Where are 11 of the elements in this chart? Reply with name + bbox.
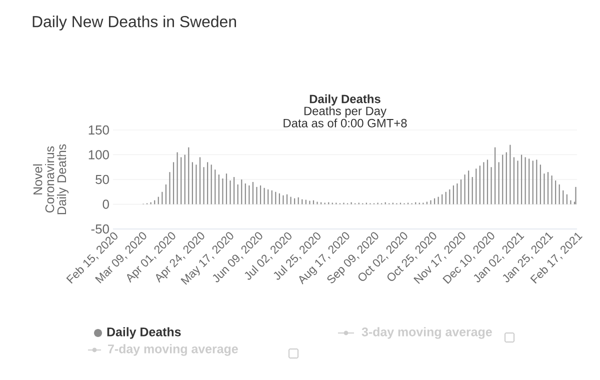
text: Deaths per Day [304, 106, 386, 118]
y-tick-label: 50 [96, 174, 109, 184]
chart-title: Daily New Deaths in Sweden [32, 16, 236, 30]
y-tick-label: -50 [91, 224, 109, 234]
y-tick-label: 100 [88, 150, 109, 160]
chart-subtitle: Daily Deaths [310, 94, 380, 106]
y-tick-label: 150 [88, 125, 109, 135]
legend-label: Daily Deaths [107, 327, 181, 339]
text: Data as of 0:00 GMT+8 [284, 118, 407, 128]
y-tick-label: 0 [102, 200, 109, 209]
y-axis-title: Novel Coronavirus Daily Deaths [33, 144, 69, 214]
